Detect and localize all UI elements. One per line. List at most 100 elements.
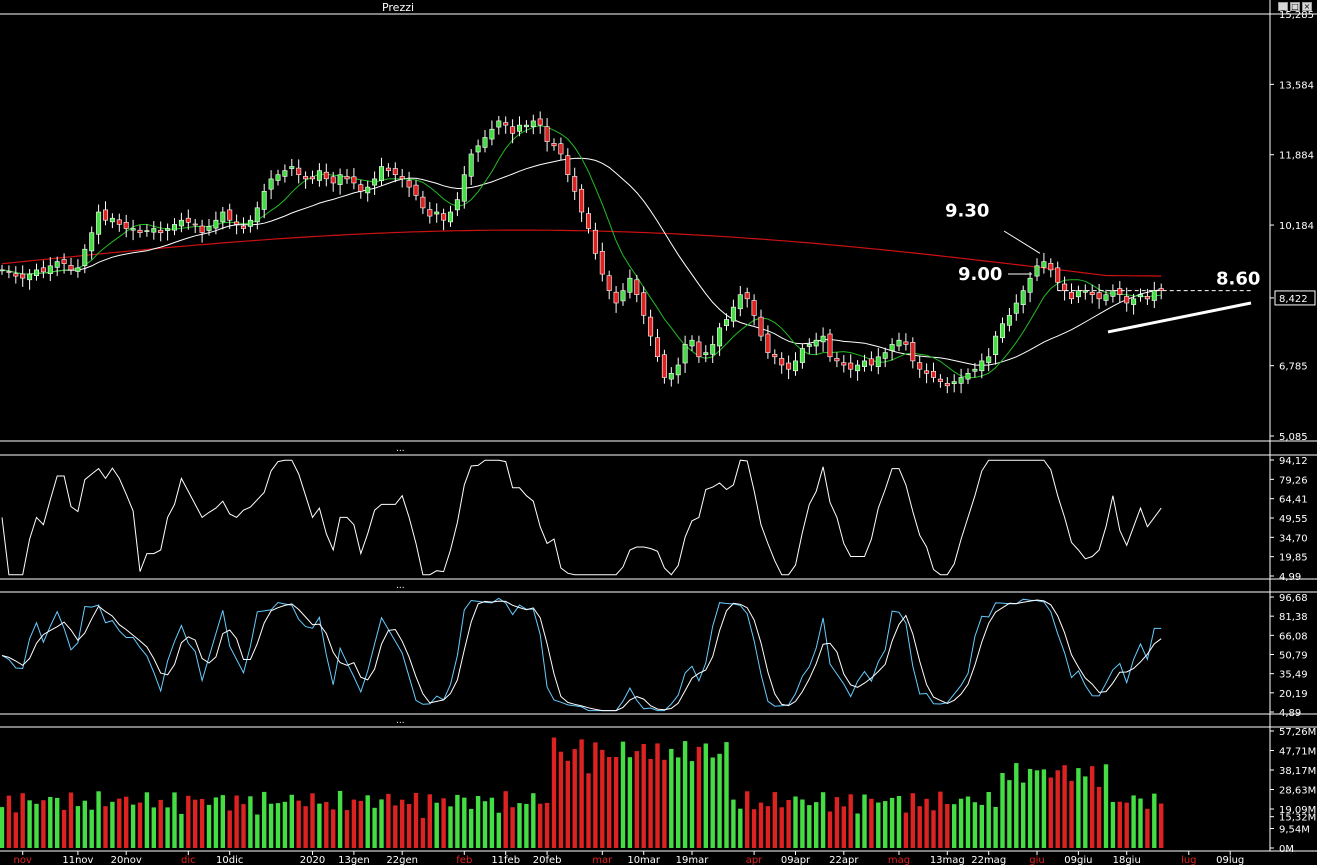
- candle-body: [641, 292, 647, 316]
- stochastic-k-line: [1, 597, 1162, 712]
- volume-bar: [862, 794, 867, 848]
- candle-body: [606, 275, 612, 291]
- volume-bar: [165, 807, 170, 848]
- volume-bar: [365, 795, 370, 848]
- candle-body: [620, 290, 626, 302]
- minimize-button[interactable]: _: [1278, 2, 1288, 11]
- candle-body: [820, 335, 826, 343]
- candle-body: [979, 360, 985, 372]
- osc1-tick-label: 79,26: [1279, 475, 1308, 486]
- annotation-9-30: 9.30: [945, 201, 989, 222]
- volume-bar: [758, 802, 764, 848]
- candle-body: [551, 143, 557, 147]
- candle-body: [1062, 283, 1068, 291]
- candle-body: [875, 356, 881, 367]
- volume-bar: [1055, 770, 1060, 848]
- volume-bar: [199, 799, 205, 848]
- volume-bar: [400, 799, 405, 848]
- volume-bar: [931, 810, 936, 848]
- candle-body: [661, 354, 667, 378]
- candle-body: [296, 167, 302, 176]
- candle-body: [627, 277, 633, 293]
- volume-bar: [379, 799, 384, 848]
- volume-bar: [1041, 769, 1047, 848]
- candle-body: [351, 176, 357, 184]
- volume-bar: [55, 797, 60, 848]
- volume-bar: [689, 761, 695, 848]
- volume-tick-label: 0M: [1279, 844, 1294, 855]
- volume-bar: [434, 802, 439, 848]
- candle-body: [799, 348, 805, 363]
- candle-body: [6, 271, 12, 273]
- time-tick-label: feb: [456, 855, 472, 865]
- candle-body: [413, 184, 419, 196]
- time-tick-label: 09apr: [781, 855, 811, 865]
- volume-bar: [841, 806, 846, 848]
- chart-title: Prezzi: [382, 1, 414, 14]
- candle-body: [1013, 302, 1019, 314]
- candle-body: [599, 251, 605, 275]
- volume-bar: [814, 802, 819, 848]
- volume-bar: [282, 801, 288, 848]
- candle-body: [103, 209, 109, 221]
- volume-bar: [607, 757, 612, 848]
- candle-body: [434, 211, 440, 215]
- volume-bar: [255, 814, 260, 848]
- maximize-button[interactable]: □: [1290, 2, 1300, 11]
- candle-body: [316, 170, 322, 181]
- candle-body: [1096, 292, 1102, 300]
- candle-body: [116, 219, 122, 225]
- candle-body: [185, 217, 191, 223]
- close-button[interactable]: ×: [1302, 2, 1312, 11]
- candle-body: [1138, 294, 1144, 298]
- candle-body: [1027, 277, 1033, 293]
- annotation-8-60: 8.60: [1216, 269, 1260, 290]
- volume-bar: [1138, 798, 1143, 848]
- candle-body: [61, 259, 67, 264]
- volume-bar: [386, 793, 391, 848]
- ma-short-line: [1, 125, 1162, 378]
- volume-bar: [469, 808, 474, 848]
- panel-handle: ...: [396, 716, 405, 726]
- candle-body: [68, 264, 74, 271]
- volume-bar: [820, 792, 826, 848]
- volume-bar: [296, 800, 301, 848]
- candle-body: [779, 358, 785, 366]
- volume-bar: [337, 790, 343, 848]
- volume-bar: [179, 813, 184, 848]
- candle-body: [1020, 290, 1026, 306]
- candle-body: [399, 176, 405, 180]
- osc2-tick-label: 66,08: [1279, 631, 1308, 642]
- volume-bar: [413, 793, 419, 848]
- candle-body: [268, 178, 274, 190]
- osc2-tick-label: 96,68: [1279, 593, 1308, 604]
- candle-body: [737, 294, 743, 310]
- time-tick-label: 09giu: [1064, 855, 1092, 865]
- volume-bar: [979, 804, 984, 848]
- candle-body: [585, 213, 591, 229]
- volume-bar: [676, 757, 681, 848]
- time-tick-label: lug: [1181, 855, 1196, 865]
- candle-body: [261, 191, 267, 210]
- volume-bar: [130, 804, 136, 848]
- time-tick-label: dic: [181, 855, 196, 865]
- volume-bar: [241, 804, 246, 848]
- candle-body: [447, 211, 453, 223]
- volume-bar: [510, 807, 515, 848]
- time-tick-label: 09lug: [1216, 855, 1244, 865]
- volume-bar: [462, 797, 467, 848]
- candle-body: [944, 382, 950, 387]
- volume-bar: [1145, 808, 1150, 848]
- candle-body: [420, 196, 426, 209]
- volume-bar: [186, 795, 191, 848]
- volume-bar: [1027, 769, 1033, 848]
- candle-body: [303, 176, 309, 180]
- candle-body: [710, 344, 716, 355]
- candle-body: [903, 341, 909, 345]
- candle-body: [309, 176, 315, 180]
- volume-bar: [262, 791, 267, 848]
- candle-body: [675, 364, 681, 376]
- time-tick-label: 19mar: [676, 855, 710, 865]
- volume-bar: [1014, 763, 1019, 848]
- candle-body: [254, 207, 260, 223]
